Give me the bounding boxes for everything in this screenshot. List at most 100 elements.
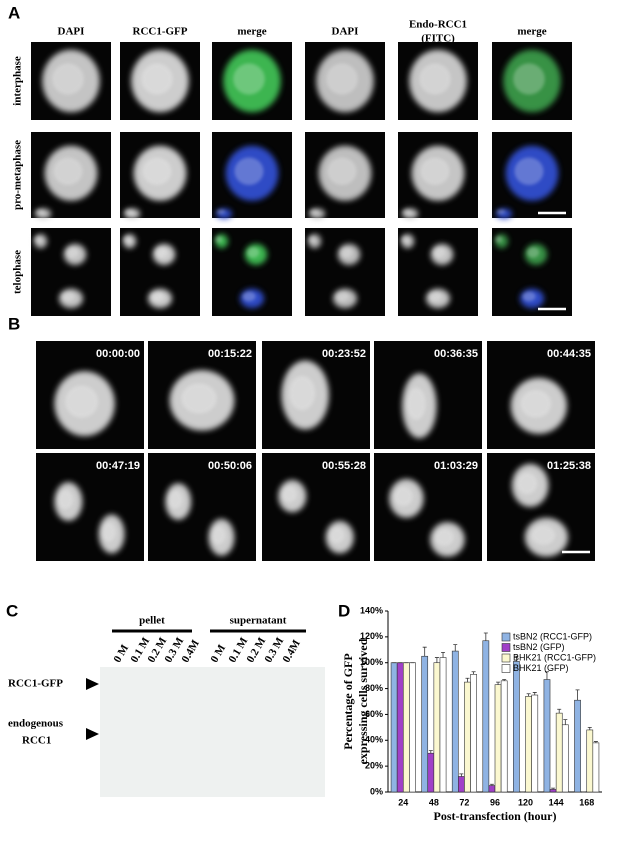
- cell-texture: [309, 209, 319, 215]
- bar: [482, 640, 490, 793]
- y-tick-label: 60%: [365, 709, 383, 719]
- timestamp: 00:23:52: [322, 348, 366, 360]
- cell-texture: [335, 291, 349, 302]
- micrograph: [31, 132, 111, 219]
- micrograph: [398, 132, 478, 219]
- cell-texture: [150, 291, 164, 302]
- image-background: [36, 453, 144, 561]
- legend-label: tsBN2 (RCC1-GFP): [513, 631, 592, 641]
- micrograph: [262, 341, 370, 449]
- cell-texture: [216, 209, 226, 215]
- micrograph: [492, 228, 572, 316]
- bar: [402, 662, 410, 793]
- micrograph: [305, 42, 385, 120]
- cell-texture: [64, 385, 99, 418]
- column-header: DAPI: [58, 26, 85, 38]
- legend-swatch: [501, 653, 511, 663]
- cell-texture: [123, 235, 131, 243]
- cell-texture: [326, 63, 358, 95]
- error-bar: [434, 657, 439, 663]
- bar: [525, 696, 532, 793]
- column-header: DAPI: [332, 26, 359, 38]
- panel-label: B: [8, 314, 20, 333]
- error-bar: [471, 671, 476, 675]
- error-bar: [532, 692, 537, 696]
- lane-label: 0 M: [111, 642, 131, 665]
- cell-texture: [522, 291, 536, 302]
- micrograph: [374, 453, 482, 561]
- bar: [427, 752, 435, 793]
- micrograph: [487, 341, 595, 449]
- bar: [549, 789, 557, 793]
- micrograph: [148, 453, 256, 561]
- lane-label: 0 M: [208, 642, 228, 665]
- bar: [458, 776, 465, 793]
- micrograph: [492, 132, 572, 219]
- bar: [586, 729, 594, 793]
- group-label: pellet: [139, 615, 165, 627]
- cell-texture: [520, 389, 552, 418]
- cell-texture: [531, 525, 556, 545]
- cell-texture: [142, 157, 172, 186]
- bar: [396, 662, 404, 793]
- x-tick-label: 120: [518, 797, 533, 807]
- micrograph: [120, 228, 200, 316]
- bar: [390, 662, 398, 793]
- column-header: RCC1-GFP: [133, 26, 188, 38]
- error-bar: [575, 689, 580, 701]
- panel-label: A: [8, 3, 20, 22]
- bar: [561, 724, 569, 793]
- column-header: (FITC): [421, 33, 455, 45]
- cell-texture: [181, 383, 217, 414]
- bar: [543, 679, 551, 793]
- cell-texture: [65, 247, 79, 258]
- bar: [470, 674, 477, 793]
- legend-label: BHK21 (GFP): [513, 663, 569, 673]
- row-label: telophase: [12, 250, 24, 294]
- error-bar: [496, 681, 501, 685]
- micrograph: [36, 453, 144, 561]
- bar: [500, 680, 508, 793]
- bar: [494, 684, 502, 793]
- cell-texture: [141, 63, 173, 95]
- cell-texture: [406, 387, 426, 420]
- cell-texture: [420, 157, 450, 186]
- cell-texture: [428, 291, 442, 302]
- micrograph: [492, 42, 572, 120]
- cell-texture: [495, 235, 503, 243]
- cell-texture: [419, 63, 451, 95]
- bar: [574, 699, 581, 793]
- group-label: supernatant: [230, 615, 287, 627]
- micrograph: [31, 42, 111, 120]
- timestamp: 00:44:35: [547, 348, 591, 360]
- row-label: interphase: [12, 56, 24, 106]
- timestamp: 00:50:06: [208, 460, 252, 472]
- micrograph: [212, 132, 292, 219]
- cell-texture: [34, 235, 42, 243]
- error-bar: [428, 750, 433, 754]
- arrowhead: [86, 728, 99, 740]
- x-axis-label: Post-transfection (hour): [434, 809, 557, 823]
- micrograph: [148, 341, 256, 449]
- y-axis-label: Percentage of GFP: [341, 653, 355, 749]
- micrograph: [305, 228, 385, 316]
- bar: [433, 662, 441, 793]
- legend-swatch: [501, 643, 511, 652]
- micrograph: [31, 228, 111, 316]
- cell-texture: [154, 247, 168, 258]
- bar: [555, 712, 563, 793]
- cell-texture: [289, 375, 316, 411]
- cell-texture: [339, 247, 353, 258]
- legend-swatch: [501, 632, 511, 642]
- panel-label: D: [338, 601, 350, 620]
- micrograph: [487, 453, 595, 561]
- timestamp: 00:47:19: [96, 460, 140, 472]
- cell-texture: [517, 472, 538, 495]
- y-tick-label: 120%: [360, 631, 383, 641]
- cell-texture: [402, 209, 412, 215]
- cell-texture: [234, 157, 264, 186]
- error-bar: [502, 679, 507, 681]
- bar: [488, 785, 496, 793]
- timestamp: 01:03:29: [434, 460, 478, 472]
- y-tick-label: 40%: [365, 735, 383, 745]
